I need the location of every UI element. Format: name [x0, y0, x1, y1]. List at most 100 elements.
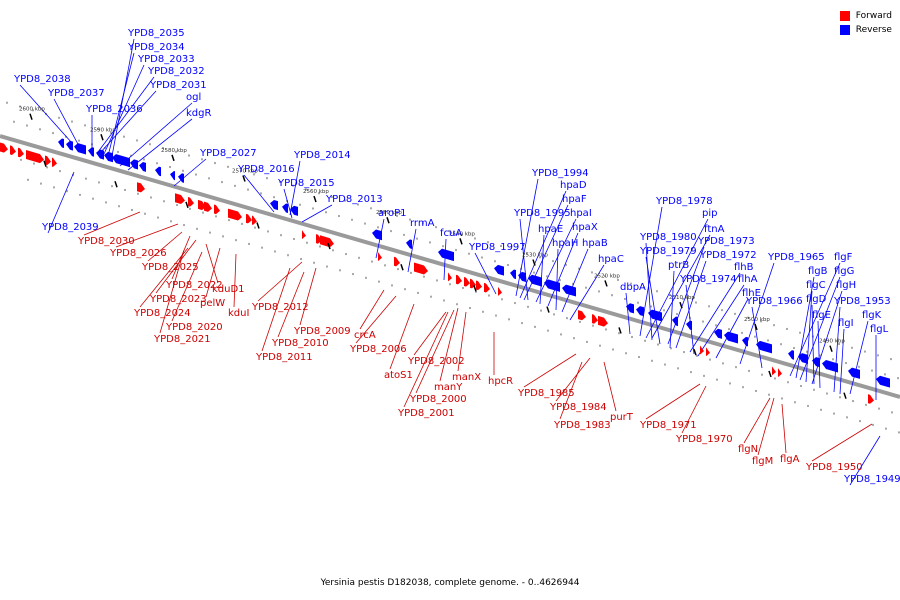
guide-dot [370, 207, 372, 210]
guide-dot [885, 427, 887, 430]
guide-dot [300, 258, 302, 260]
gene-label: ftnA [704, 224, 725, 235]
gene-arrow [876, 375, 890, 388]
gene-label: flgA [780, 454, 800, 465]
tick-mark [532, 259, 536, 266]
guide-dot [859, 420, 861, 423]
guide-dot [253, 173, 255, 176]
guide-dot [573, 337, 575, 340]
leader-line [559, 361, 583, 420]
guide-dot [624, 297, 626, 300]
leader-line [795, 276, 815, 379]
guide-dot [891, 411, 893, 414]
gene-label: YPD8_2037 [47, 88, 105, 99]
gene-label: YPD8_2001 [397, 408, 455, 419]
guide-dot [508, 318, 510, 321]
guide-dot [696, 354, 698, 357]
gene-label: crcA [354, 330, 376, 341]
guide-dot [598, 290, 600, 293]
gene-label: rrmA [410, 218, 435, 229]
gene-arrow [578, 310, 586, 321]
guide-dot [728, 328, 730, 331]
gene-label: manX [452, 372, 481, 383]
leader-line [833, 306, 841, 393]
guide-dot [40, 182, 42, 185]
gene-arrow [636, 306, 644, 317]
guide-dot [592, 324, 594, 327]
guide-dot [27, 178, 29, 181]
gene-arrow [372, 229, 382, 241]
tick-label: 2580 kbp [161, 148, 187, 154]
guide-dot [221, 181, 223, 184]
tick-label: 2550 kbp [376, 210, 402, 216]
tick-mark [473, 285, 477, 292]
guide-dot [618, 332, 620, 335]
gene-label: YPD8_2009 [293, 326, 351, 337]
gene-label: dbpA [620, 282, 646, 293]
guide-dot [227, 165, 229, 168]
leader-line [849, 320, 869, 395]
guide-dot [58, 116, 60, 119]
guide-dot [683, 351, 685, 354]
guide-dot [208, 177, 210, 180]
tick-mark [604, 280, 608, 287]
guide-dot [123, 135, 125, 138]
guide-dot [371, 260, 373, 263]
gene-arrow [498, 286, 502, 296]
leader-line [789, 262, 841, 377]
gene-arrow [130, 159, 138, 170]
gene-label: kdgR [186, 108, 211, 119]
gene-label: YPD8_2026 [109, 248, 167, 259]
guide-dot [53, 186, 55, 189]
guide-dot [79, 193, 81, 196]
guide-dot [514, 302, 516, 305]
guide-dot [599, 344, 601, 347]
guide-dot [85, 177, 87, 180]
guide-dot [33, 162, 35, 165]
guide-dot [59, 170, 61, 173]
gene-label: hpaC [598, 254, 624, 265]
legend: Forward Reverse [839, 9, 892, 37]
guide-dot [162, 146, 164, 149]
tick-label: 2500 kbp [744, 317, 770, 323]
gene-arrow [406, 239, 412, 249]
gene-label: hpaF [562, 194, 587, 205]
leader-line [523, 353, 577, 388]
leader-line [645, 383, 701, 420]
gene-label: YPD8_2030 [77, 236, 135, 247]
gene-label: flhE [742, 288, 761, 299]
guide-dot [71, 120, 73, 123]
guide-dot [643, 286, 645, 289]
figure-caption: Yersinia pestis D182038, complete genome… [320, 578, 580, 588]
guide-dot [839, 396, 841, 399]
legend-forward-label: Forward [855, 11, 892, 21]
guide-dot [409, 218, 411, 221]
leader-line [547, 232, 579, 307]
leader-line [839, 328, 845, 395]
guide-dot [436, 279, 438, 282]
gene-arrow [88, 147, 94, 157]
leader-line [233, 253, 237, 308]
guide-dot [274, 250, 276, 253]
gene-arrow [724, 331, 738, 344]
leader-line [355, 295, 397, 344]
guide-dot [196, 227, 198, 230]
guide-dot [559, 279, 561, 282]
gene-label: manY [434, 382, 463, 393]
gene-arrow [302, 230, 306, 240]
leader-line [667, 246, 705, 345]
guide-dot [527, 305, 529, 308]
guide-dot [865, 403, 867, 406]
guide-dot [878, 407, 880, 410]
guide-dot [872, 423, 874, 426]
guide-dot [702, 320, 704, 323]
gene-arrow [476, 280, 482, 291]
guide-dot [396, 214, 398, 217]
gene-label: flgF [834, 252, 853, 263]
gene-arrow [494, 264, 504, 276]
gene-label: YPD8_1949 [843, 474, 900, 485]
guide-dot [787, 381, 789, 384]
tick-label: 2490 kbp [819, 339, 845, 345]
tick-mark [100, 134, 104, 141]
guide-dot [124, 188, 126, 191]
